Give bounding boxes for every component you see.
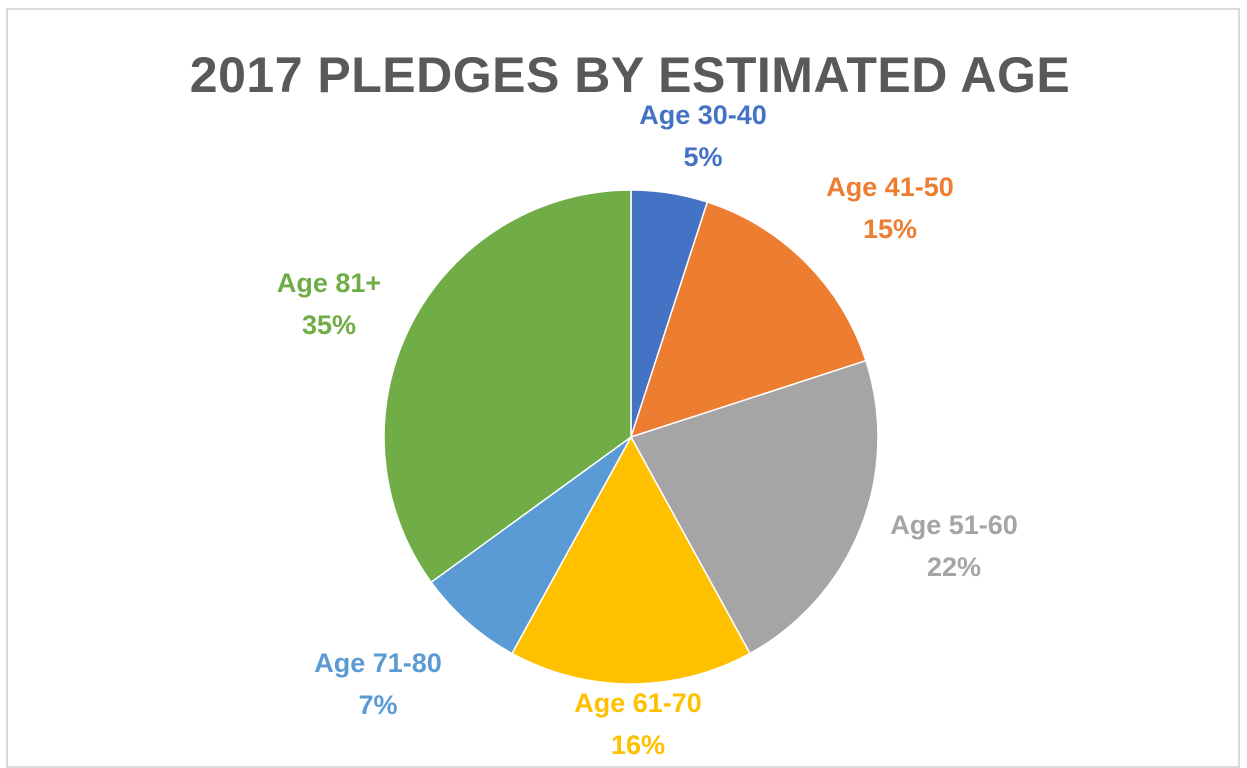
pie-slice-age-71-80 bbox=[430, 436, 632, 655]
data-label-category: Age 41-50 bbox=[826, 172, 954, 202]
data-label-percent: 16% bbox=[611, 730, 665, 760]
data-label-age-51-60: Age 51-60 22% bbox=[890, 510, 1018, 582]
data-label-category: Age 71-80 bbox=[314, 648, 442, 678]
data-label-category: Age 51-60 bbox=[890, 510, 1018, 540]
pie-slice-age-81 bbox=[383, 189, 632, 584]
pie-slice-age-51-60 bbox=[629, 359, 879, 655]
data-label-category: Age 30-40 bbox=[639, 100, 767, 130]
data-label-percent: 22% bbox=[927, 552, 981, 582]
pie-slice-age-61-70 bbox=[510, 435, 752, 685]
data-label-percent: 7% bbox=[358, 690, 397, 720]
pie-slices bbox=[383, 189, 879, 685]
pie-labels: Age 30-40 5% Age 41-50 15% Age 51-60 22% Age 6… bbox=[277, 100, 1018, 760]
data-label-age-41-50: Age 41-50 15% bbox=[826, 172, 954, 244]
data-label-age-81: Age 81+ 35% bbox=[277, 268, 381, 340]
data-label-age-30-40: Age 30-40 5% bbox=[639, 100, 767, 172]
data-label-category: Age 61-70 bbox=[574, 688, 702, 718]
pie-slice-age-41-50 bbox=[629, 201, 867, 439]
data-label-age-61-70: Age 61-70 16% bbox=[574, 688, 702, 760]
data-label-percent: 35% bbox=[302, 310, 356, 340]
data-label-category: Age 81+ bbox=[277, 268, 381, 298]
data-label-percent: 5% bbox=[683, 142, 722, 172]
data-label-age-71-80: Age 71-80 7% bbox=[314, 648, 442, 720]
data-label-percent: 15% bbox=[863, 214, 917, 244]
chart-title: 2017 PLEDGES BY ESTIMATED AGE bbox=[189, 47, 1071, 103]
